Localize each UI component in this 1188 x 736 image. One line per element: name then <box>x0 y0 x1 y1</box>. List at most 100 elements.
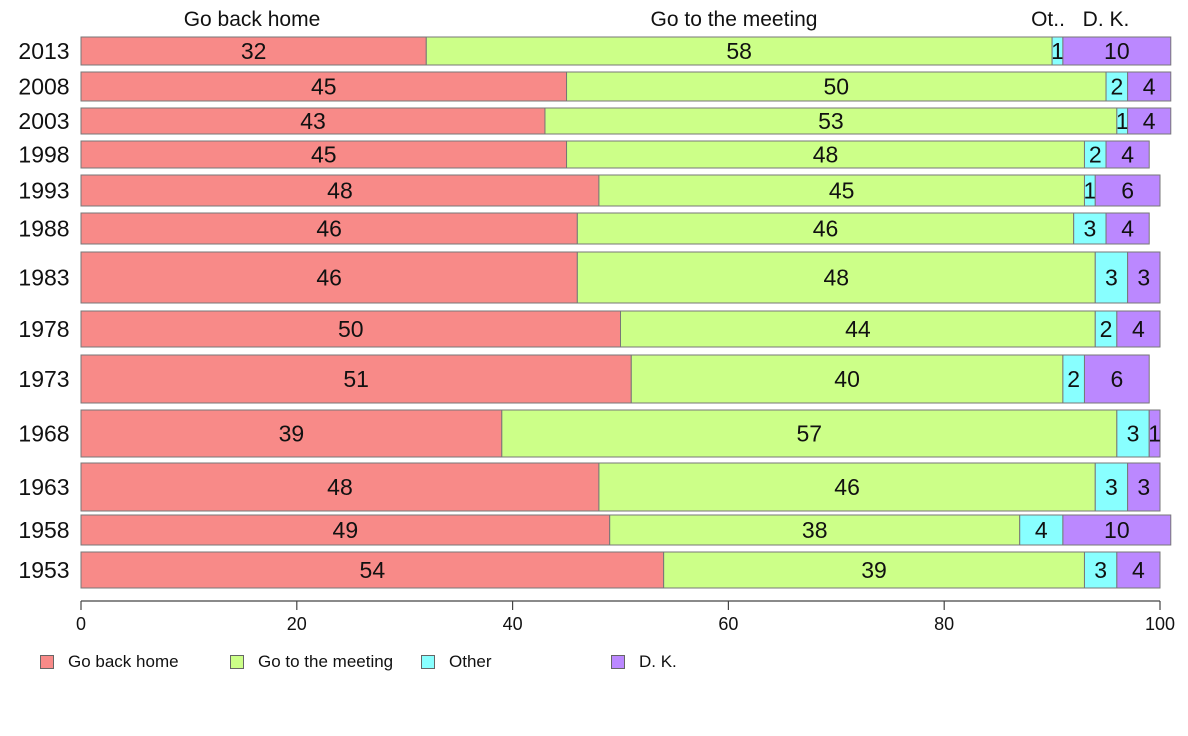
data-label-go-back-home-1993: 48 <box>327 178 353 204</box>
bar-go-back-home-1958 <box>80 514 611 546</box>
legend-swatch-other <box>421 655 435 669</box>
data-label-other-1963: 3 <box>1105 474 1118 500</box>
legend-item-go-to-the-meeting: Go to the meeting <box>230 652 393 672</box>
category-label-1958: 1958 <box>18 517 69 543</box>
data-label-other-1978: 2 <box>1100 316 1113 342</box>
data-label-d-k-1953: 4 <box>1132 557 1145 583</box>
category-label-1968: 1968 <box>18 421 69 447</box>
x-tick-label-20: 20 <box>287 614 307 634</box>
bar-other-1953 <box>1083 551 1118 589</box>
data-label-d-k-1963: 3 <box>1137 474 1150 500</box>
data-label-go-to-the-meeting-1983: 48 <box>824 265 850 291</box>
x-tick-label-100: 100 <box>1145 614 1175 634</box>
bar-d-k-1978 <box>1116 310 1161 348</box>
data-label-go-back-home-1983: 46 <box>316 265 342 291</box>
bar-other-1968 <box>1116 409 1150 458</box>
category-label-1978: 1978 <box>18 316 69 342</box>
data-label-go-back-home-2003: 43 <box>300 108 326 134</box>
legend-label-go-to-the-meeting: Go to the meeting <box>258 652 394 671</box>
data-label-go-back-home-1978: 50 <box>338 316 364 342</box>
data-label-d-k-2003: 4 <box>1143 108 1156 134</box>
data-label-go-to-the-meeting-1958: 38 <box>802 517 828 543</box>
category-label-1993: 1993 <box>18 178 69 204</box>
category-label-2008: 2008 <box>18 74 69 100</box>
data-label-other-1973: 2 <box>1067 366 1080 392</box>
bar-d-k-1988 <box>1105 212 1150 245</box>
bar-go-to-the-meeting-1988 <box>576 212 1075 245</box>
legend-label-go-back-home: Go back home <box>68 652 179 671</box>
data-label-d-k-1978: 4 <box>1132 316 1145 342</box>
data-label-d-k-1998: 4 <box>1121 142 1134 168</box>
bar-go-back-home-1953 <box>80 551 665 589</box>
bar-d-k-1998 <box>1105 140 1150 169</box>
legend-item-other: Other <box>421 652 492 672</box>
category-label-1973: 1973 <box>18 366 69 392</box>
data-label-other-1983: 3 <box>1105 265 1118 291</box>
data-label-other-1953: 3 <box>1094 557 1107 583</box>
data-label-go-back-home-1998: 45 <box>311 142 337 168</box>
legend-swatch-go-back-home <box>40 655 54 669</box>
bar-d-k-1958 <box>1062 514 1172 546</box>
data-label-d-k-1993: 6 <box>1121 178 1134 204</box>
data-label-go-back-home-1973: 51 <box>343 366 369 392</box>
bar-go-back-home-1998 <box>80 140 568 169</box>
data-label-go-back-home-2008: 45 <box>311 74 337 100</box>
bar-go-to-the-meeting-1958 <box>609 514 1021 546</box>
data-label-go-to-the-meeting-1998: 48 <box>813 142 839 168</box>
bar-go-to-the-meeting-2003 <box>544 107 1118 135</box>
data-label-go-back-home-1988: 46 <box>316 216 342 242</box>
bar-other-1958 <box>1019 514 1064 546</box>
bar-go-back-home-1983 <box>80 251 578 304</box>
category-label-1963: 1963 <box>18 474 69 500</box>
bar-go-back-home-1963 <box>80 462 600 512</box>
bar-other-1963 <box>1094 462 1129 512</box>
legend-swatch-go-to-the-meeting <box>230 655 244 669</box>
data-label-go-to-the-meeting-1978: 44 <box>845 316 871 342</box>
bar-go-back-home-1988 <box>80 212 578 245</box>
x-tick-label-80: 80 <box>934 614 954 634</box>
column-header-ot: Ot.. <box>1031 8 1065 31</box>
column-header-go-to-the-meeting: Go to the meeting <box>651 8 818 31</box>
data-label-go-to-the-meeting-1988: 46 <box>813 216 839 242</box>
data-label-d-k-1988: 4 <box>1121 216 1134 242</box>
category-label-1998: 1998 <box>18 142 69 168</box>
data-label-other-1998: 2 <box>1089 142 1102 168</box>
data-label-go-back-home-1968: 39 <box>279 421 305 447</box>
x-tick-label-60: 60 <box>718 614 738 634</box>
bar-go-back-home-1973 <box>80 354 632 404</box>
data-label-go-to-the-meeting-1968: 57 <box>797 421 823 447</box>
data-label-other-2008: 2 <box>1110 74 1123 100</box>
bar-go-back-home-1978 <box>80 310 621 348</box>
legend-swatch-dk <box>611 655 625 669</box>
data-label-other-2003: 1 <box>1116 108 1129 134</box>
data-label-d-k-2013: 10 <box>1104 38 1130 64</box>
bar-go-to-the-meeting-1968 <box>501 409 1118 458</box>
data-label-go-back-home-1958: 49 <box>333 517 359 543</box>
category-label-1988: 1988 <box>18 216 69 242</box>
bar-go-back-home-2013 <box>80 36 427 66</box>
category-label-2003: 2003 <box>18 108 69 134</box>
chart-legend: Go back home Go to the meeting Other D. … <box>40 652 760 674</box>
bar-d-k-2003 <box>1127 107 1172 135</box>
legend-label-other: Other <box>449 652 492 671</box>
bar-d-k-1963 <box>1127 462 1161 512</box>
bar-d-k-1983 <box>1127 251 1161 304</box>
bar-d-k-1953 <box>1116 551 1161 589</box>
bar-go-to-the-meeting-1963 <box>598 462 1096 512</box>
bar-go-to-the-meeting-1998 <box>566 140 1085 169</box>
data-label-go-to-the-meeting-2008: 50 <box>824 74 850 100</box>
data-label-go-to-the-meeting-2003: 53 <box>818 108 844 134</box>
legend-label-dk: D. K. <box>639 652 677 671</box>
bar-other-1988 <box>1073 212 1107 245</box>
bar-other-1983 <box>1094 251 1129 304</box>
data-label-go-back-home-1963: 48 <box>327 474 353 500</box>
data-label-go-to-the-meeting-1963: 46 <box>834 474 860 500</box>
data-label-other-1988: 3 <box>1083 216 1096 242</box>
bar-d-k-1968 <box>1148 409 1161 458</box>
category-label-1983: 1983 <box>18 265 69 291</box>
data-label-d-k-1973: 6 <box>1110 366 1123 392</box>
bar-d-k-2008 <box>1127 71 1172 102</box>
data-label-other-1968: 3 <box>1127 421 1140 447</box>
data-label-go-back-home-2013: 32 <box>241 38 267 64</box>
